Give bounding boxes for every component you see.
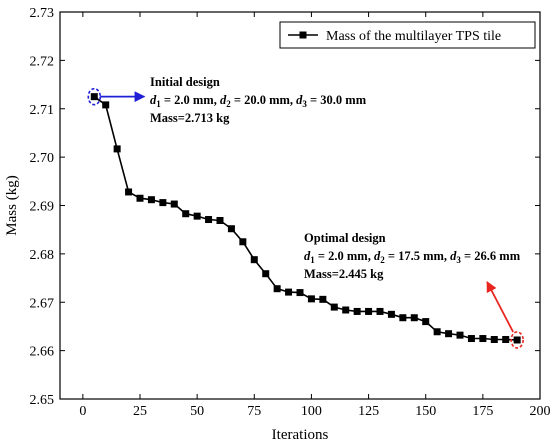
y-tick-label: 2.67 bbox=[30, 296, 55, 311]
data-point bbox=[433, 328, 441, 336]
param-equals: = bbox=[461, 249, 474, 263]
data-point bbox=[216, 216, 224, 224]
data-point bbox=[376, 307, 384, 315]
data-point bbox=[125, 188, 133, 196]
y-tick-label: 2.66 bbox=[30, 345, 55, 360]
legend-marker bbox=[299, 31, 307, 39]
param-value: 20.0 mm bbox=[244, 93, 290, 107]
param-subscript: 2 bbox=[226, 99, 231, 109]
y-tick-label: 2.69 bbox=[30, 200, 55, 215]
param-value: 2.0 mm bbox=[328, 249, 368, 263]
annotation-mass: Mass=2.445 kg bbox=[304, 267, 384, 281]
param-separator: , bbox=[444, 249, 450, 263]
data-point bbox=[479, 335, 487, 343]
data-point bbox=[262, 270, 270, 278]
param-value: 30.0 mm bbox=[320, 93, 366, 107]
y-tick-label: 2.72 bbox=[30, 54, 55, 69]
param-subscript: 3 bbox=[302, 99, 307, 109]
param-var: d bbox=[220, 93, 227, 107]
param-equals: = bbox=[231, 93, 244, 107]
data-point bbox=[250, 256, 258, 264]
data-point bbox=[399, 314, 407, 322]
param-var: d bbox=[450, 249, 457, 263]
data-point bbox=[147, 196, 155, 204]
data-point bbox=[102, 101, 110, 109]
x-tick-label: 125 bbox=[358, 404, 379, 419]
data-point bbox=[513, 336, 521, 344]
data-point bbox=[90, 93, 98, 101]
data-point bbox=[205, 216, 213, 224]
data-point bbox=[296, 289, 304, 297]
annotation-params: d1 = 2.0 mm, d2 = 20.0 mm, d3 = 30.0 mm bbox=[150, 93, 367, 109]
data-point bbox=[113, 145, 121, 153]
data-point bbox=[502, 335, 510, 343]
param-separator: , bbox=[368, 249, 374, 263]
param-subscript: 2 bbox=[380, 255, 385, 265]
param-separator: , bbox=[290, 93, 296, 107]
x-tick-label: 75 bbox=[247, 404, 261, 419]
data-point bbox=[410, 314, 418, 322]
param-equals: = bbox=[315, 249, 328, 263]
param-value: 26.6 mm bbox=[474, 249, 520, 263]
y-tick-label: 2.65 bbox=[30, 393, 55, 408]
param-equals: = bbox=[385, 249, 398, 263]
annotation-params: d1 = 2.0 mm, d2 = 17.5 mm, d3 = 26.6 mm bbox=[304, 249, 521, 265]
x-tick-label: 200 bbox=[530, 404, 550, 419]
data-point bbox=[365, 307, 373, 315]
data-point bbox=[285, 288, 293, 296]
data-point bbox=[445, 330, 453, 338]
y-tick-label: 2.71 bbox=[30, 103, 55, 118]
data-point bbox=[159, 199, 167, 207]
annotation-heading: Initial design bbox=[150, 75, 220, 89]
data-point bbox=[467, 335, 475, 343]
x-tick-label: 50 bbox=[190, 404, 204, 419]
x-tick-label: 100 bbox=[301, 404, 322, 419]
data-point bbox=[182, 210, 190, 218]
param-subscript: 1 bbox=[156, 99, 161, 109]
param-subscript: 3 bbox=[456, 255, 461, 265]
data-point bbox=[353, 307, 361, 315]
x-tick-label: 175 bbox=[472, 404, 493, 419]
annotation-mass: Mass=2.713 kg bbox=[150, 111, 230, 125]
series-line bbox=[93, 96, 518, 341]
param-var: d bbox=[150, 93, 157, 107]
data-point bbox=[239, 238, 247, 246]
param-equals: = bbox=[307, 93, 320, 107]
data-point bbox=[387, 310, 395, 318]
y-tick-label: 2.68 bbox=[30, 248, 55, 263]
data-point bbox=[136, 194, 144, 202]
data-point bbox=[193, 212, 201, 220]
data-point bbox=[490, 335, 498, 343]
x-tick-label: 25 bbox=[133, 404, 147, 419]
data-point bbox=[422, 318, 430, 326]
param-value: 17.5 mm bbox=[398, 249, 444, 263]
legend-label: Mass of the multilayer TPS tile bbox=[326, 29, 501, 44]
x-tick-label: 0 bbox=[79, 404, 86, 419]
x-tick-label: 150 bbox=[415, 404, 436, 419]
x-axis-title: Iterations bbox=[272, 427, 329, 443]
annotation-heading: Optimal design bbox=[304, 231, 386, 245]
data-point bbox=[170, 200, 178, 208]
data-point bbox=[227, 225, 235, 233]
param-equals: = bbox=[161, 93, 174, 107]
data-point bbox=[307, 295, 315, 303]
data-point bbox=[319, 295, 327, 303]
param-value: 2.0 mm bbox=[174, 93, 214, 107]
annotation-arrow bbox=[486, 281, 514, 333]
data-point bbox=[273, 285, 281, 293]
y-tick-label: 2.73 bbox=[30, 6, 55, 21]
param-var: d bbox=[304, 249, 311, 263]
legend-box bbox=[279, 21, 536, 49]
param-subscript: 1 bbox=[310, 255, 315, 265]
param-var: d bbox=[296, 93, 303, 107]
param-separator: , bbox=[214, 93, 220, 107]
y-axis-title: Mass (kg) bbox=[4, 175, 20, 235]
data-point bbox=[342, 306, 350, 314]
design-point-highlight bbox=[510, 331, 524, 349]
y-tick-label: 2.70 bbox=[30, 151, 55, 166]
data-point bbox=[330, 303, 338, 311]
data-point bbox=[456, 331, 464, 339]
param-var: d bbox=[374, 249, 381, 263]
